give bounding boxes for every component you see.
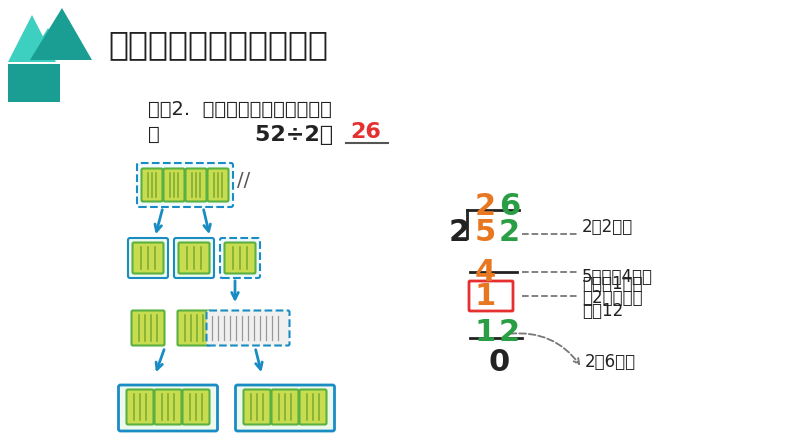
FancyBboxPatch shape xyxy=(137,163,233,207)
Text: 和2个一合起: 和2个一合起 xyxy=(582,289,642,307)
Polygon shape xyxy=(8,15,56,62)
FancyBboxPatch shape xyxy=(118,385,218,431)
Text: 6: 6 xyxy=(499,192,520,221)
Text: 5: 5 xyxy=(475,218,496,247)
FancyBboxPatch shape xyxy=(164,169,184,202)
FancyBboxPatch shape xyxy=(178,311,210,346)
FancyBboxPatch shape xyxy=(272,389,299,425)
Text: //: // xyxy=(237,172,250,190)
FancyBboxPatch shape xyxy=(186,169,206,202)
FancyBboxPatch shape xyxy=(244,389,271,425)
Text: 5个十减4个十: 5个十减4个十 xyxy=(582,268,653,286)
Polygon shape xyxy=(30,8,92,60)
FancyBboxPatch shape xyxy=(207,169,229,202)
FancyBboxPatch shape xyxy=(128,238,168,278)
FancyBboxPatch shape xyxy=(132,311,164,346)
Polygon shape xyxy=(28,28,68,60)
Text: 例题2.  四年级平均每班种多少棵: 例题2. 四年级平均每班种多少棵 xyxy=(148,100,332,119)
FancyBboxPatch shape xyxy=(236,385,334,431)
FancyBboxPatch shape xyxy=(469,281,513,311)
FancyBboxPatch shape xyxy=(225,243,256,274)
Text: 剩下的1个十: 剩下的1个十 xyxy=(582,275,642,293)
Text: 26: 26 xyxy=(350,122,381,142)
Text: 0: 0 xyxy=(489,348,511,377)
Text: ？: ？ xyxy=(148,125,160,144)
FancyBboxPatch shape xyxy=(8,64,60,102)
Text: 2: 2 xyxy=(499,218,520,247)
Text: 三、自主探究，掌握算法: 三、自主探究，掌握算法 xyxy=(108,28,328,61)
Text: 1: 1 xyxy=(475,318,496,347)
Text: 2: 2 xyxy=(449,218,470,247)
FancyBboxPatch shape xyxy=(174,238,214,278)
FancyBboxPatch shape xyxy=(206,311,290,346)
FancyBboxPatch shape xyxy=(299,389,326,425)
Text: 来是12: 来是12 xyxy=(582,302,623,320)
Text: 2乘6个一: 2乘6个一 xyxy=(585,353,636,371)
Text: 4: 4 xyxy=(475,258,496,287)
Text: 1: 1 xyxy=(475,282,496,311)
Text: 2乘2个十: 2乘2个十 xyxy=(582,218,634,236)
FancyBboxPatch shape xyxy=(126,389,153,425)
FancyBboxPatch shape xyxy=(220,238,260,278)
FancyBboxPatch shape xyxy=(179,243,210,274)
Text: 2: 2 xyxy=(475,192,496,221)
FancyBboxPatch shape xyxy=(155,389,182,425)
FancyBboxPatch shape xyxy=(141,169,163,202)
Text: 52÷2＝: 52÷2＝ xyxy=(255,125,341,145)
FancyBboxPatch shape xyxy=(133,243,164,274)
FancyBboxPatch shape xyxy=(183,389,210,425)
Text: 2: 2 xyxy=(499,318,520,347)
